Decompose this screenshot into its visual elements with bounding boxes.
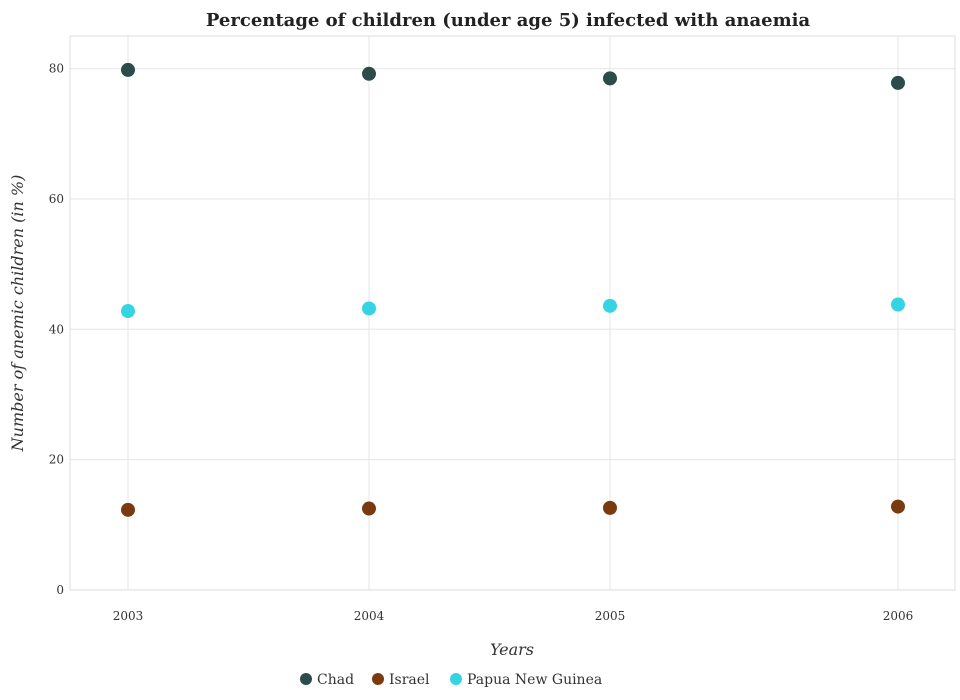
legend-label: Papua New Guinea — [467, 672, 602, 688]
x-tick-label: 2006 — [883, 609, 914, 623]
legend-marker — [300, 673, 312, 685]
data-points — [121, 62, 905, 517]
y-tick-label: 40 — [49, 322, 64, 336]
data-point-chad — [121, 62, 135, 77]
legend-item-chad: Chad — [300, 672, 354, 688]
data-point-chad — [891, 75, 905, 90]
data-point-israel — [362, 501, 376, 516]
y-tick-label: 0 — [56, 583, 64, 597]
legend-label: Israel — [389, 672, 430, 688]
legend: Chad Israel Papua New Guinea — [300, 672, 602, 688]
data-point-papua-new-guinea — [603, 298, 617, 313]
data-point-israel — [603, 500, 617, 515]
data-point-israel — [121, 502, 135, 517]
x-tick-label: 2003 — [113, 609, 144, 623]
chart-title: Percentage of children (under age 5) inf… — [206, 10, 811, 31]
legend-marker — [450, 673, 462, 685]
legend-marker — [372, 673, 384, 685]
data-point-papua-new-guinea — [891, 297, 905, 312]
legend-item-israel: Israel — [372, 672, 430, 688]
data-point-israel — [891, 499, 905, 514]
data-point-chad — [603, 71, 617, 86]
x-tick-label: 2004 — [354, 609, 385, 623]
grid — [70, 36, 955, 591]
y-axis: 0 20 40 60 80 — [49, 62, 64, 597]
y-tick-label: 20 — [49, 453, 64, 467]
data-point-chad — [362, 66, 376, 81]
y-axis-label: Number of anemic children (in %) — [8, 175, 27, 453]
plot-frame — [69, 35, 956, 591]
x-axis: 2003 2004 2005 2006 — [113, 609, 914, 623]
y-tick-label: 60 — [49, 192, 64, 206]
data-point-papua-new-guinea — [362, 301, 376, 316]
x-tick-label: 2005 — [595, 609, 626, 623]
legend-label: Chad — [317, 672, 354, 688]
data-point-papua-new-guinea — [121, 304, 135, 319]
x-axis-label: Years — [490, 640, 534, 659]
legend-item-papua-new-guinea: Papua New Guinea — [450, 672, 602, 688]
y-tick-label: 80 — [49, 62, 64, 76]
